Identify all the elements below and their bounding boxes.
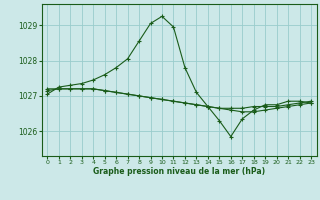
X-axis label: Graphe pression niveau de la mer (hPa): Graphe pression niveau de la mer (hPa) <box>93 167 265 176</box>
